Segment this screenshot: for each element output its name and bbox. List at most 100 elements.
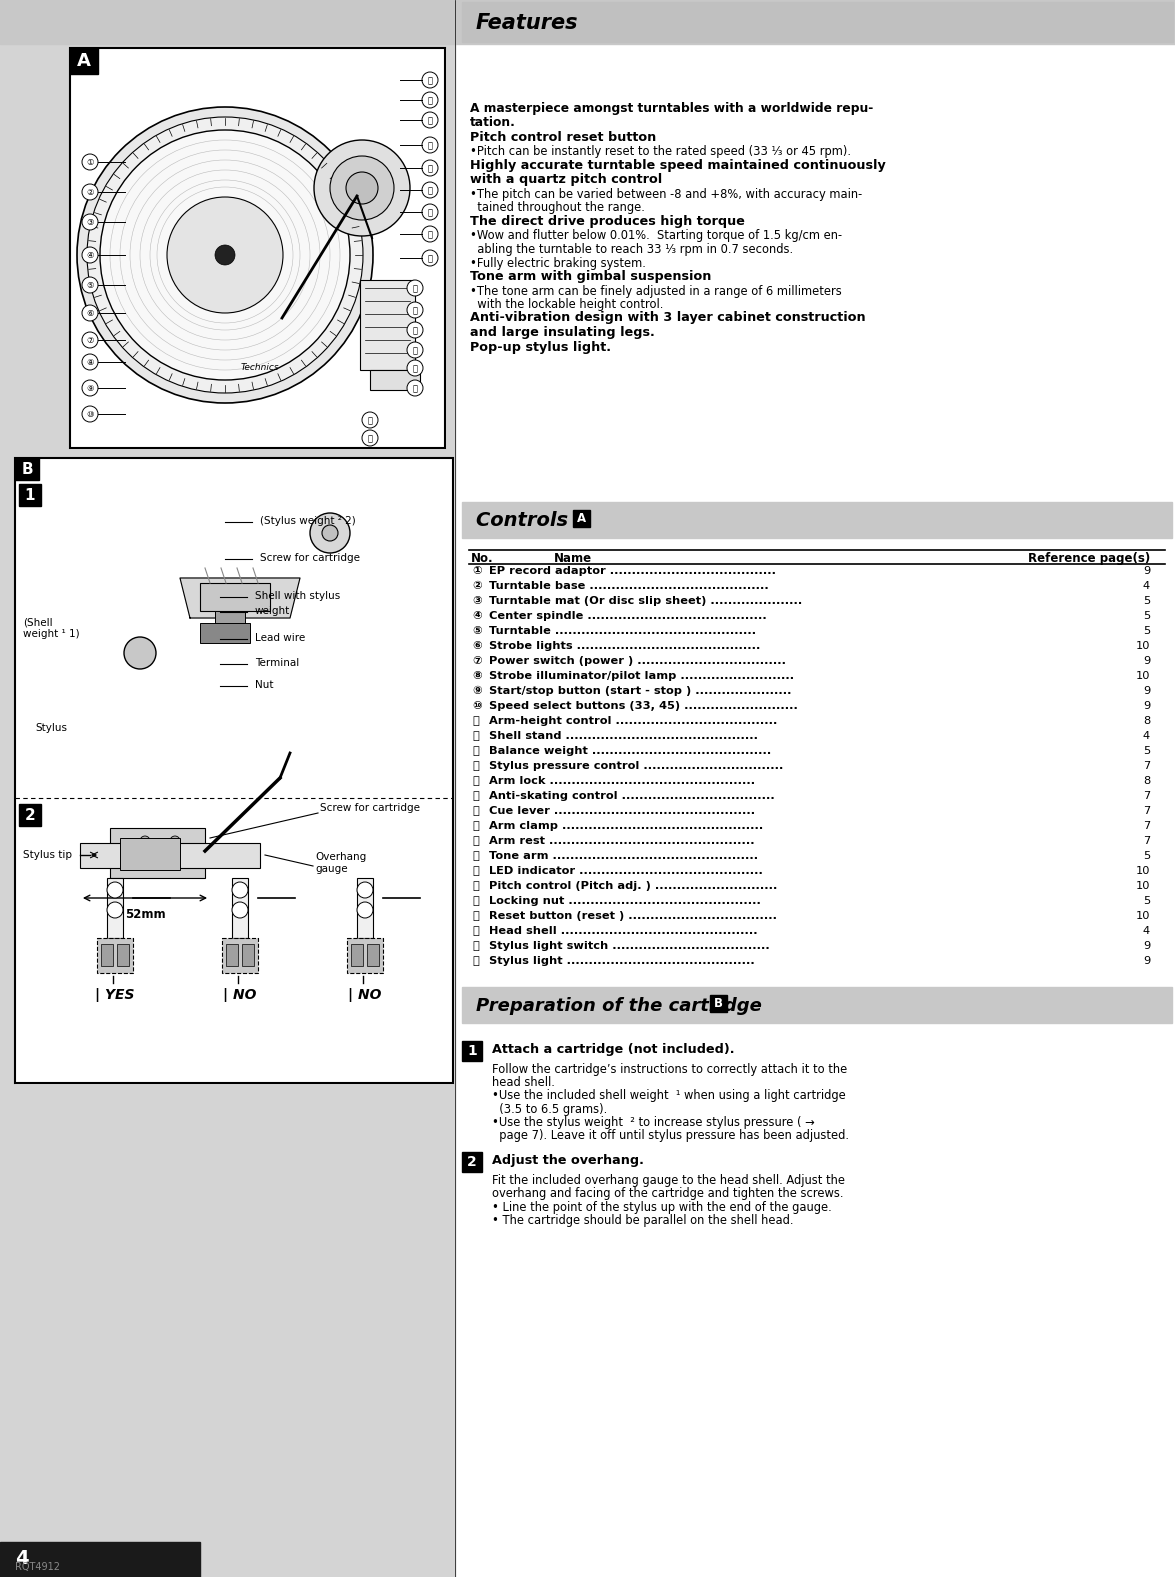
Text: ㉒: ㉒ — [412, 326, 417, 334]
Text: •Fully electric braking system.: •Fully electric braking system. — [470, 257, 646, 270]
Circle shape — [322, 525, 338, 541]
Text: 1: 1 — [25, 487, 35, 503]
Text: Turntable ..............................................: Turntable ..............................… — [489, 626, 760, 636]
Text: 8: 8 — [1143, 716, 1150, 725]
Text: •Pitch can be instantly reset to the rated speed (33 ¹⁄₃ or 45 rpm).: •Pitch can be instantly reset to the rat… — [470, 145, 851, 159]
Bar — [462, 987, 1171, 1023]
Circle shape — [82, 405, 98, 423]
Text: Adjust the overhang.: Adjust the overhang. — [492, 1154, 644, 1167]
Text: Screw for cartridge: Screw for cartridge — [260, 554, 360, 563]
Text: Preparation of the cartridge: Preparation of the cartridge — [476, 997, 768, 1016]
Text: Strobe lights ..........................................: Strobe lights ..........................… — [489, 640, 765, 651]
Text: Attach a cartridge (not included).: Attach a cartridge (not included). — [492, 1042, 734, 1057]
Text: Name: Name — [553, 552, 592, 565]
Text: Fit the included overhang gauge to the head shell. Adjust the: Fit the included overhang gauge to the h… — [492, 1175, 845, 1187]
Text: B: B — [21, 462, 33, 476]
Bar — [231, 878, 248, 938]
Text: ⑯: ⑯ — [428, 186, 432, 196]
Text: ⑳: ⑳ — [412, 284, 417, 293]
Text: ⑯: ⑯ — [472, 792, 479, 801]
Circle shape — [407, 303, 423, 319]
Text: A masterpiece amongst turntables with a worldwide repu-: A masterpiece amongst turntables with a … — [470, 103, 873, 115]
Text: 5: 5 — [1143, 746, 1150, 755]
Text: 5: 5 — [1143, 852, 1150, 861]
Text: Overhang
gauge: Overhang gauge — [315, 852, 367, 874]
Text: ⑤: ⑤ — [472, 626, 482, 636]
Text: Reference page(s): Reference page(s) — [1028, 552, 1150, 565]
Bar — [347, 938, 383, 973]
Circle shape — [140, 836, 150, 845]
Circle shape — [362, 412, 378, 427]
Circle shape — [422, 91, 438, 107]
Bar — [351, 945, 363, 967]
Circle shape — [422, 112, 438, 128]
Circle shape — [100, 129, 350, 380]
Circle shape — [78, 107, 372, 404]
Bar — [370, 371, 419, 390]
Text: 10: 10 — [1135, 882, 1150, 891]
Text: 10: 10 — [1135, 640, 1150, 651]
Text: ③: ③ — [86, 218, 94, 227]
Circle shape — [422, 73, 438, 88]
Text: ⑫: ⑫ — [428, 96, 432, 106]
Text: No.: No. — [471, 552, 493, 565]
Text: •Use the included shell weight  ¹ when using a light cartridge: •Use the included shell weight ¹ when us… — [492, 1090, 846, 1102]
Text: ⑦: ⑦ — [86, 336, 94, 345]
Bar — [15, 457, 454, 1083]
Circle shape — [82, 353, 98, 371]
Bar — [360, 281, 415, 371]
Circle shape — [362, 431, 378, 446]
Text: page 7). Leave it off until stylus pressure has been adjusted.: page 7). Leave it off until stylus press… — [492, 1129, 850, 1142]
Text: 9: 9 — [1143, 702, 1150, 711]
Text: 4: 4 — [1143, 926, 1150, 937]
Text: ⑮: ⑮ — [428, 164, 432, 173]
Bar — [70, 47, 98, 74]
Circle shape — [422, 137, 438, 153]
Text: ⑵: ⑵ — [472, 882, 479, 891]
Text: •Wow and flutter below 0.01%.  Starting torque of 1.5 kg/cm en-: •Wow and flutter below 0.01%. Starting t… — [470, 230, 842, 243]
Bar — [98, 938, 133, 973]
Text: Highly accurate turntable speed maintained continuously: Highly accurate turntable speed maintain… — [470, 159, 886, 172]
Text: ⑸: ⑸ — [472, 926, 479, 937]
Text: RQT4912: RQT4912 — [15, 1561, 60, 1572]
Text: Arm rest ...............................................: Arm rest ...............................… — [489, 836, 759, 845]
Circle shape — [215, 244, 235, 265]
Circle shape — [82, 380, 98, 396]
Circle shape — [107, 882, 123, 897]
Text: with a quartz pitch control: with a quartz pitch control — [470, 173, 663, 186]
Text: tation.: tation. — [470, 117, 516, 129]
Circle shape — [422, 251, 438, 267]
Bar — [107, 878, 123, 938]
Bar — [200, 583, 270, 610]
Text: ⑰: ⑰ — [428, 208, 432, 218]
Text: ⑬: ⑬ — [472, 746, 479, 755]
Circle shape — [407, 380, 423, 396]
Text: ⑥: ⑥ — [472, 640, 482, 651]
Circle shape — [345, 172, 378, 203]
Text: Stylus light switch ....................................: Stylus light switch ....................… — [489, 941, 774, 951]
Text: ②: ② — [472, 580, 482, 591]
Circle shape — [82, 185, 98, 200]
Text: Technics: Technics — [241, 363, 280, 372]
Text: 8: 8 — [1143, 776, 1150, 785]
Text: ①: ① — [86, 158, 94, 167]
Text: Controls: Controls — [476, 511, 575, 530]
Text: ②: ② — [86, 188, 94, 197]
Text: 5: 5 — [1143, 610, 1150, 621]
Text: Tone arm ...............................................: Tone arm ...............................… — [489, 852, 763, 861]
Text: ㉖: ㉖ — [368, 416, 372, 424]
Text: ⑳: ⑳ — [472, 852, 479, 861]
Text: head shell.: head shell. — [492, 1076, 555, 1090]
Bar — [0, 0, 455, 1577]
Text: ⑲: ⑲ — [428, 254, 432, 263]
Text: Nut: Nut — [255, 680, 274, 691]
Text: | NO: | NO — [348, 989, 382, 1001]
Text: 4: 4 — [15, 1550, 28, 1569]
Text: ①: ① — [472, 566, 482, 576]
Text: Screw for cartridge: Screw for cartridge — [320, 803, 419, 814]
Text: Pitch control reset button: Pitch control reset button — [470, 131, 657, 144]
Text: ⑥: ⑥ — [86, 309, 94, 319]
Text: Lead wire: Lead wire — [255, 632, 306, 643]
Text: overhang and facing of the cartridge and tighten the screws.: overhang and facing of the cartridge and… — [492, 1187, 844, 1200]
Text: Strobe illuminator/pilot lamp ..........................: Strobe illuminator/pilot lamp ..........… — [489, 670, 798, 681]
